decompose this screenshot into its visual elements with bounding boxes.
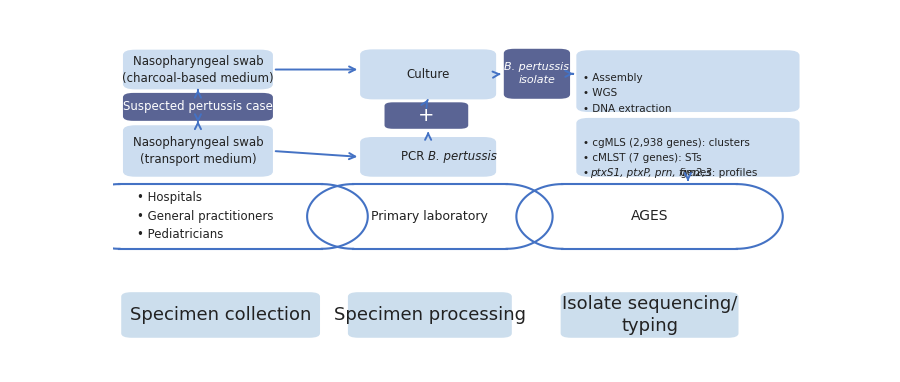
Text: • cgMLS (2,938 genes): clusters: • cgMLS (2,938 genes): clusters	[583, 138, 751, 148]
Text: genes: profiles: genes: profiles	[678, 168, 758, 178]
Text: B. pertussis
isolate: B. pertussis isolate	[504, 62, 570, 86]
FancyBboxPatch shape	[353, 184, 507, 249]
FancyBboxPatch shape	[120, 184, 322, 249]
Text: • cMLST (7 genes): STs: • cMLST (7 genes): STs	[583, 153, 702, 163]
Text: AGES: AGES	[631, 209, 669, 223]
Text: Primary laboratory: Primary laboratory	[372, 210, 489, 223]
FancyBboxPatch shape	[123, 50, 273, 89]
Text: B. pertussis: B. pertussis	[428, 151, 497, 163]
FancyBboxPatch shape	[562, 184, 737, 249]
FancyBboxPatch shape	[576, 118, 799, 177]
FancyBboxPatch shape	[123, 125, 273, 177]
FancyBboxPatch shape	[348, 292, 512, 338]
Text: Suspected pertussis case: Suspected pertussis case	[123, 100, 273, 113]
Text: ptxS1, ptxP, prn, fim2,3: ptxS1, ptxP, prn, fim2,3	[590, 168, 712, 178]
Text: Culture: Culture	[407, 68, 450, 81]
FancyBboxPatch shape	[360, 49, 496, 99]
FancyBboxPatch shape	[561, 292, 739, 338]
Text: Nasopharyngeal swab
(transport medium): Nasopharyngeal swab (transport medium)	[132, 136, 264, 166]
Text: Specimen processing: Specimen processing	[334, 306, 526, 324]
Text: • Assembly: • Assembly	[583, 73, 643, 83]
Text: PCR: PCR	[401, 151, 428, 163]
FancyBboxPatch shape	[384, 102, 468, 129]
Text: • WGS: • WGS	[583, 89, 617, 99]
Text: Specimen collection: Specimen collection	[130, 306, 311, 324]
FancyBboxPatch shape	[122, 292, 320, 338]
Text: Isolate sequencing/
typing: Isolate sequencing/ typing	[562, 295, 737, 335]
Text: •: •	[583, 168, 592, 178]
Text: Nasopharyngeal swab
(charcoal-based medium): Nasopharyngeal swab (charcoal-based medi…	[122, 55, 274, 84]
Text: • Hospitals
• General practitioners
• Pediatricians: • Hospitals • General practitioners • Pe…	[137, 191, 274, 241]
FancyBboxPatch shape	[123, 93, 273, 121]
FancyBboxPatch shape	[576, 50, 799, 112]
Text: +: +	[418, 106, 435, 125]
Text: • DNA extraction: • DNA extraction	[583, 104, 671, 114]
FancyBboxPatch shape	[504, 49, 570, 99]
FancyBboxPatch shape	[360, 137, 496, 177]
